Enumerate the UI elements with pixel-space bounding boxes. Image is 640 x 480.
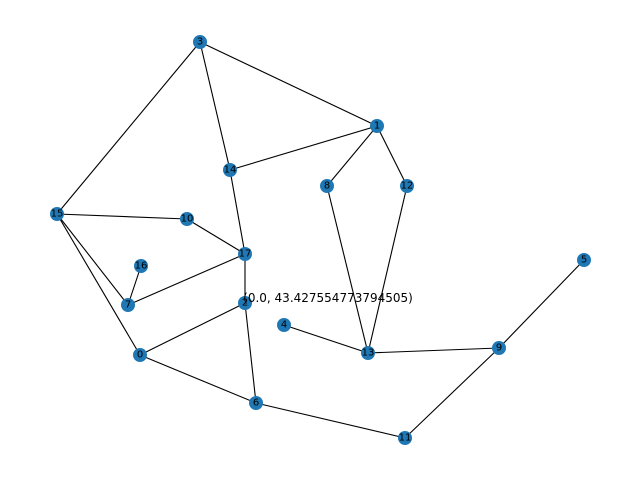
node-dot-6 [249,396,263,410]
edge-13-9 [367,347,500,354]
node-dot-1 [370,119,384,133]
node-4: 4 [277,318,291,332]
edge-2-0 [139,302,246,356]
node-label-16: 16 [135,261,148,272]
node-6: 6 [249,396,263,410]
node-13: 13 [361,346,375,360]
node-dot-8 [320,179,334,193]
node-label-0: 0 [137,350,143,361]
node-9: 9 [492,341,506,355]
node-label-14: 14 [224,165,237,176]
node-dot-0 [133,348,147,362]
node-label-17: 17 [239,249,252,260]
node-label-8: 8 [324,181,330,192]
node-label-5: 5 [581,255,587,266]
node-16: 16 [134,259,148,273]
node-label-9: 9 [496,343,502,354]
node-label-10: 10 [181,214,194,225]
edge-6-11 [255,402,406,439]
node-17: 17 [238,247,252,261]
node-12: 12 [400,179,414,193]
node-dot-11 [398,431,412,445]
node-15: 15 [50,207,64,221]
node-label-3: 3 [197,37,203,48]
node-11: 11 [398,431,412,445]
edge-12-13 [367,185,408,354]
node-dot-14 [223,163,237,177]
node-label-7: 7 [125,300,131,311]
edge-3-15 [56,41,201,215]
node-label-2: 2 [242,298,248,309]
edge-15-7 [56,213,129,306]
coordinate-annotation: (0.0, 43.427554773794505) [243,291,413,305]
node-label-12: 12 [401,181,414,192]
node-1: 1 [370,119,384,133]
node-dot-2 [238,296,252,310]
node-14: 14 [223,163,237,177]
node-dot-5 [577,253,591,267]
node-label-4: 4 [281,320,287,331]
node-7: 7 [121,298,135,312]
node-5: 5 [577,253,591,267]
node-label-6: 6 [253,398,259,409]
edge-15-0 [56,213,141,356]
node-8: 8 [320,179,334,193]
edge-3-14 [199,41,231,171]
node-label-13: 13 [362,348,375,359]
edge-14-17 [229,169,246,255]
node-dot-17 [238,247,252,261]
node-dot-4 [277,318,291,332]
node-label-11: 11 [399,433,412,444]
node-dot-3 [193,35,207,49]
node-label-15: 15 [51,209,64,220]
node-dot-16 [134,259,148,273]
edge-2-6 [244,302,257,404]
node-dot-7 [121,298,135,312]
edge-17-7 [127,253,246,306]
edge-4-13 [283,324,369,354]
edges-layer [56,41,585,439]
edge-9-5 [498,259,585,349]
node-0: 0 [133,348,147,362]
edge-0-6 [139,354,257,404]
edge-15-10 [56,213,188,220]
node-dot-9 [492,341,506,355]
edge-3-1 [199,41,378,127]
node-dot-15 [50,207,64,221]
node-dot-10 [180,212,194,226]
node-3: 3 [193,35,207,49]
node-10: 10 [180,212,194,226]
edge-10-17 [186,218,246,255]
node-dot-13 [361,346,375,360]
node-2: 2 [238,296,252,310]
edge-1-8 [326,125,378,187]
node-dot-12 [400,179,414,193]
edge-8-13 [326,185,369,354]
edge-9-11 [404,347,500,439]
edge-1-12 [376,125,408,187]
node-label-1: 1 [374,121,380,132]
edge-1-14 [229,125,378,171]
